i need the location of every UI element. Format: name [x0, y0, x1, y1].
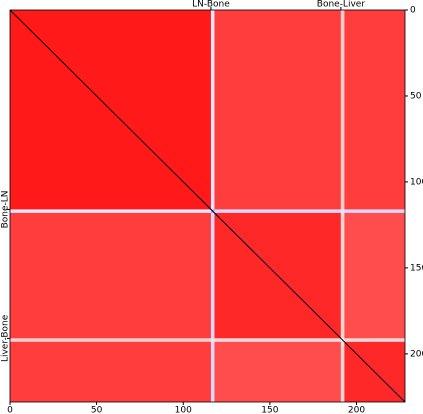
heatmap-cell — [340, 212, 345, 339]
heatmap-cell — [340, 209, 345, 213]
heatmap-cell — [10, 341, 211, 402]
x-tick-label: 150 — [261, 406, 278, 414]
y-tick-label: 0 — [410, 6, 416, 16]
heatmap-cell — [210, 212, 215, 339]
x-tick-label: 0 — [7, 406, 13, 414]
top-tick-label: LN-Bone — [192, 0, 230, 10]
heatmap-cell — [344, 212, 405, 339]
plot-frame — [9, 9, 406, 403]
y-tick-label: 100 — [410, 177, 423, 187]
y-tick-label: 150 — [410, 263, 423, 273]
heatmap-cell — [214, 341, 341, 402]
diagonal — [9, 9, 406, 403]
heatmap-cell — [340, 341, 345, 402]
heatmap-cell — [10, 212, 211, 339]
heatmap-cell — [210, 10, 215, 210]
heatmap-cell — [214, 209, 341, 213]
heatmap-cell — [214, 338, 341, 342]
heatmap-cell — [10, 338, 211, 342]
heatmap-cell — [344, 338, 405, 342]
x-tick-label: 100 — [175, 406, 192, 414]
heatmap-cell — [344, 209, 405, 213]
heatmap-cell — [10, 209, 211, 213]
left-tick-label: Bone-LN — [1, 190, 11, 228]
heatmap-cell — [340, 10, 345, 210]
top-tick-label: Bone-Liver — [317, 0, 366, 10]
left-tick-label: Liver-Bone — [1, 314, 11, 362]
x-tick-label: 50 — [91, 406, 103, 414]
heatmap-cell — [210, 341, 215, 402]
heatmap-cell — [210, 338, 215, 342]
heatmap-cell — [344, 10, 405, 210]
y-tick-label: 200 — [410, 349, 423, 359]
x-tick-label: 200 — [348, 406, 365, 414]
y-tick-label: 50 — [410, 91, 422, 101]
heatmap-cell — [214, 10, 341, 210]
